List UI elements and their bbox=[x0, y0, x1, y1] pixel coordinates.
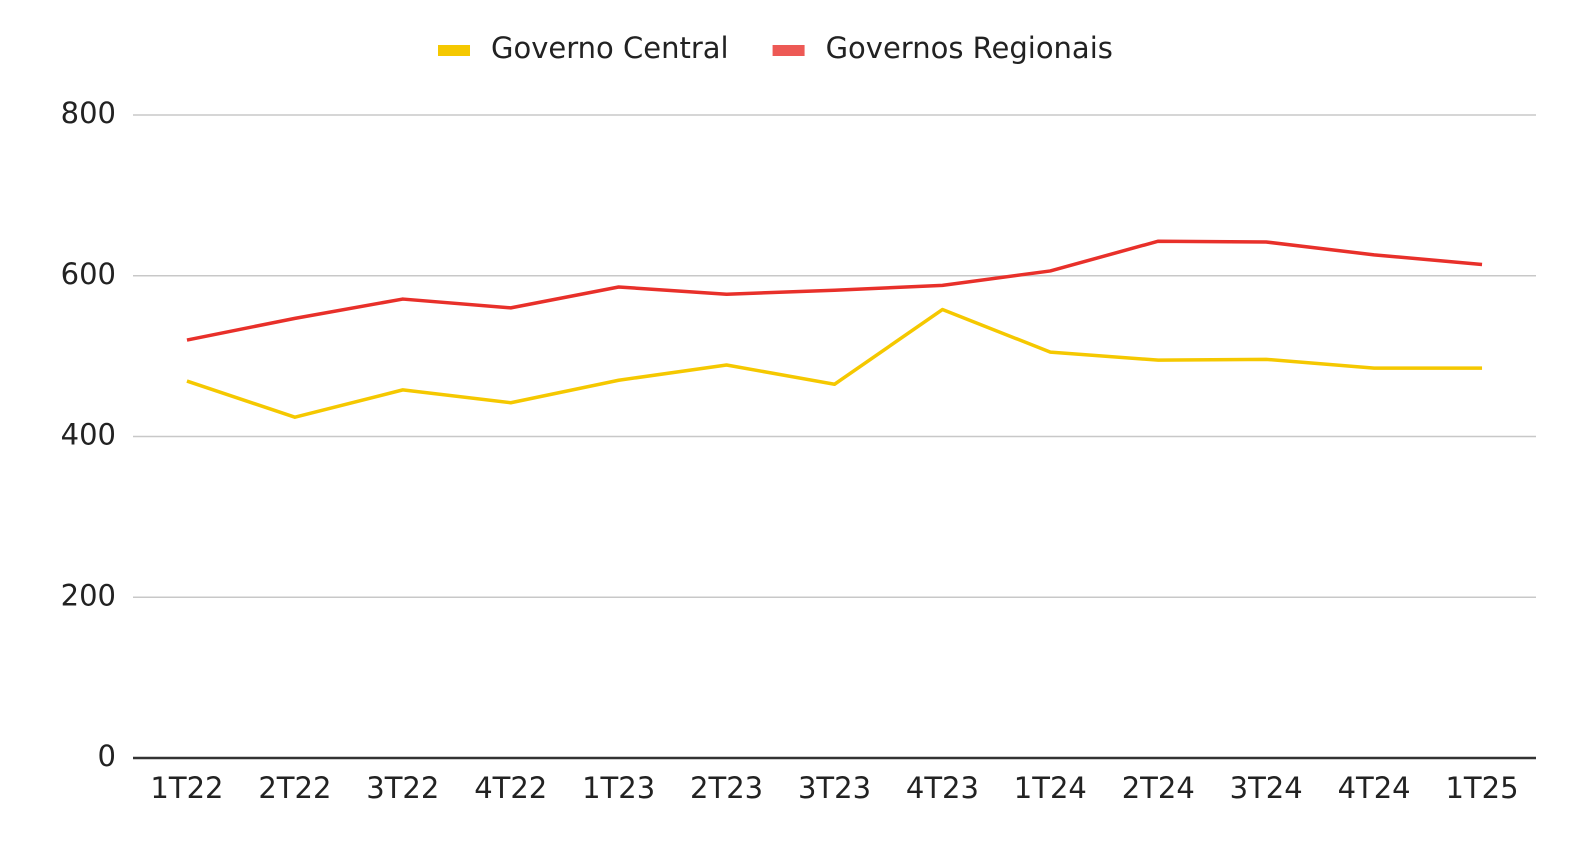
x-tick-label: 4T23 bbox=[906, 771, 979, 805]
y-tick-label: 800 bbox=[61, 96, 116, 130]
y-tick-label: 200 bbox=[61, 578, 116, 612]
y-tick-label: 600 bbox=[61, 257, 116, 291]
y-tick-label: 0 bbox=[98, 739, 116, 773]
legend-swatch bbox=[772, 45, 805, 56]
legend-label: Governos Regionais bbox=[826, 31, 1113, 65]
x-tick-label: 4T22 bbox=[474, 771, 547, 805]
legend-label: Governo Central bbox=[491, 31, 729, 65]
x-tick-label: 3T24 bbox=[1230, 771, 1303, 805]
series-line bbox=[186, 307, 1483, 419]
x-tick-label: 1T25 bbox=[1445, 771, 1518, 805]
series-line bbox=[186, 239, 1483, 342]
legend-swatch bbox=[438, 45, 470, 56]
x-tick-label: 2T24 bbox=[1122, 771, 1195, 805]
x-tick-label: 1T23 bbox=[582, 771, 655, 805]
x-tick-label: 2T22 bbox=[258, 771, 331, 805]
x-tick-label: 1T22 bbox=[150, 771, 223, 805]
x-tick-label: 1T24 bbox=[1014, 771, 1087, 805]
y-tick-label: 400 bbox=[61, 418, 116, 452]
x-tick-label: 3T23 bbox=[798, 771, 871, 805]
x-tick-label: 3T22 bbox=[366, 771, 439, 805]
x-tick-label: 2T23 bbox=[690, 771, 763, 805]
x-tick-label: 4T24 bbox=[1338, 771, 1411, 805]
